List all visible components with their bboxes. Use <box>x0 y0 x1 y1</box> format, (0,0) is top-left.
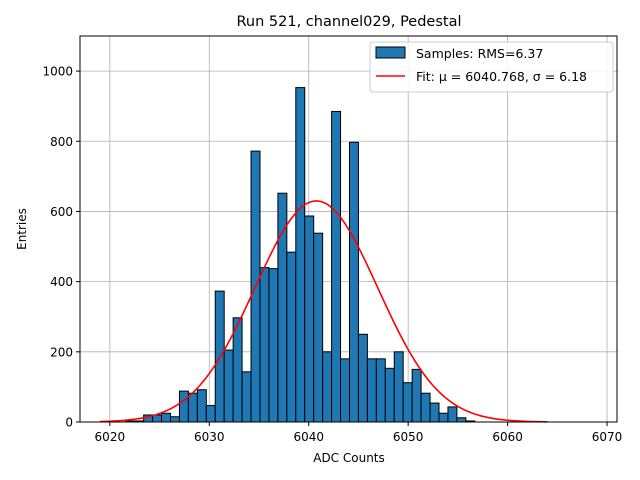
histogram-bar <box>187 392 198 423</box>
legend-box <box>369 41 614 93</box>
histogram-bar <box>375 358 386 423</box>
chart-title: Run 521, channel029, Pedestal <box>236 14 461 30</box>
x-tick-label: 6040 <box>293 430 324 444</box>
histogram-bar <box>438 412 449 423</box>
histogram-bar <box>295 87 306 423</box>
histogram-bar <box>286 251 297 423</box>
legend: Samples: RMS=6.37 Fit: μ = 6040.768, σ =… <box>369 41 614 93</box>
histogram-bar <box>268 268 279 423</box>
legend-swatch-histogram <box>375 46 406 59</box>
x-tick-label: 6070 <box>592 430 623 444</box>
histogram-bar <box>456 417 467 423</box>
y-tick-label: 1000 <box>42 65 73 79</box>
histogram-bar <box>223 349 234 423</box>
histogram-bar <box>304 215 315 423</box>
histogram-bar <box>161 412 171 423</box>
histogram-bar <box>259 267 270 423</box>
y-tick-label: 0 <box>65 416 73 430</box>
y-tick-label: 200 <box>50 345 73 359</box>
histogram-bar <box>429 402 440 423</box>
histogram-bar <box>322 351 333 423</box>
legend-label-histogram: Samples: RMS=6.37 <box>416 46 543 61</box>
x-axis-label: ADC Counts <box>313 451 385 465</box>
y-tick-label: 600 <box>50 205 73 219</box>
histogram-bar <box>205 405 216 423</box>
histogram-bar <box>178 390 189 423</box>
histogram-bar <box>411 368 422 423</box>
histogram-bar <box>232 317 243 423</box>
x-tick-label: 6060 <box>492 430 523 444</box>
x-tick-label: 6050 <box>393 430 424 444</box>
legend-label-fit: Fit: μ = 6040.768, σ = 6.18 <box>416 69 587 84</box>
x-tick-label: 6020 <box>95 430 126 444</box>
x-tick-label: 6030 <box>194 430 225 444</box>
histogram-bar <box>241 371 252 423</box>
histogram-bar <box>384 367 395 423</box>
plot-frame <box>79 35 618 423</box>
histogram-bar <box>393 351 404 423</box>
y-tick-label: 400 <box>50 275 73 289</box>
y-tick-label: 800 <box>50 135 73 149</box>
y-axis-label: Entries <box>15 208 29 250</box>
histogram-bar <box>313 232 324 423</box>
fit-curve <box>99 200 548 423</box>
histogram-bar <box>340 358 350 423</box>
histogram-bar <box>331 110 342 423</box>
histogram-bar <box>366 358 377 423</box>
histogram-bar <box>402 382 413 423</box>
fit-curve-layer <box>99 200 548 423</box>
histogram-bar <box>348 141 359 423</box>
histogram-bar <box>447 406 458 423</box>
histogram-bar <box>420 392 431 423</box>
histogram-bar <box>357 333 368 423</box>
histogram-bar <box>169 416 180 423</box>
histogram-bar <box>196 389 207 423</box>
histogram-bars <box>125 87 476 423</box>
axis-ticks: 6020 6030 6040 6050 6060 6070 0 200 400 600 800 100… <box>42 65 622 444</box>
